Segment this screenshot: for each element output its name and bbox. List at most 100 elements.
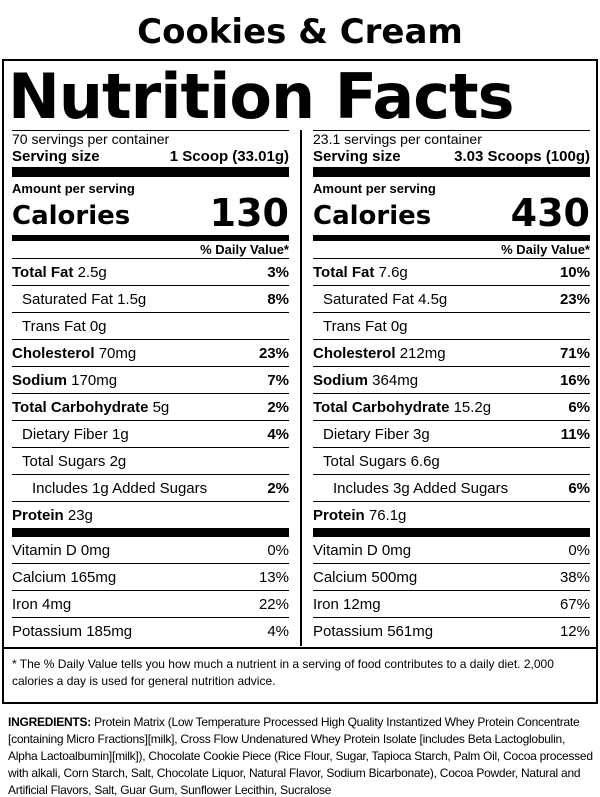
nutrient-name: Protein xyxy=(313,507,365,524)
medium-rule xyxy=(12,235,289,241)
vitamin-name: Vitamin D xyxy=(313,542,378,559)
nutrient-amount: 1g Added Sugars xyxy=(92,480,208,497)
nutrient-name: Cholesterol xyxy=(313,345,396,362)
nutrient-name: Dietary Fiber xyxy=(323,426,409,443)
nutrient-name: Sodium xyxy=(12,372,67,389)
daily-value-header: % Daily Value* xyxy=(12,241,289,259)
nutrient-amount: 3g xyxy=(413,426,430,443)
vitamin-row-potassium: Potassium 185mg 4% xyxy=(12,618,289,645)
nutrient-row-dietary-fiber: Dietary Fiber 3g 11% xyxy=(313,421,590,448)
calories-label: Calories xyxy=(12,201,131,231)
nutrient-amount: 7.6g xyxy=(378,264,408,281)
vitamin-pct: 12% xyxy=(559,623,590,640)
vitamin-pct: 0% xyxy=(568,542,590,559)
vitamin-amount: 12mg xyxy=(343,596,381,613)
nutrient-name: Saturated Fat xyxy=(22,291,113,308)
vitamin-name: Iron xyxy=(12,596,38,613)
nutrient-name: Includes xyxy=(32,480,88,497)
nutrient-pct: 2% xyxy=(267,480,289,497)
serving-size-row: Serving size 1 Scoop (33.01g) xyxy=(12,147,289,166)
nutrient-name: Dietary Fiber xyxy=(22,426,108,443)
vitamin-name: Vitamin D xyxy=(12,542,77,559)
nutrient-name: Total Sugars xyxy=(323,453,407,470)
vitamin-amount: 500mg xyxy=(371,569,418,586)
nutrient-amount: 5g xyxy=(152,399,170,416)
nutrient-row-total-fat: Total Fat 7.6g 10% xyxy=(313,259,590,286)
nutrient-row-dietary-fiber: Dietary Fiber 1g 4% xyxy=(12,421,289,448)
vitamin-pct: 22% xyxy=(258,596,289,613)
serving-size-row: Serving size 3.03 Scoops (100g) xyxy=(313,147,590,166)
nutrient-amount: 1.5g xyxy=(117,291,147,308)
vitamin-row-vitamin-d: Vitamin D 0mg 0% xyxy=(12,537,289,564)
daily-value-footnote: * The % Daily Value tells you how much a… xyxy=(12,657,554,688)
flavor-title: Cookies & Cream xyxy=(137,12,463,52)
nutrition-facts-title: Nutrition Facts xyxy=(8,60,515,133)
ingredients-text: Protein Matrix (Low Temperature Processe… xyxy=(8,715,593,797)
nutrient-name: Total Carbohydrate xyxy=(12,399,149,416)
vitamin-pct: 67% xyxy=(559,596,590,613)
vitamin-name: Iron xyxy=(313,596,339,613)
nutrient-row-trans-fat: Trans Fat 0g xyxy=(313,313,590,340)
serving-size-value: 1 Scoop (33.01g) xyxy=(169,148,289,165)
nutrient-pct: 23% xyxy=(258,345,289,362)
nutrient-pct: 3% xyxy=(267,264,289,281)
nutrient-amount: 3g Added Sugars xyxy=(393,480,509,497)
vitamin-name: Calcium xyxy=(313,569,368,586)
nutrient-row-total-carbohydrate: Total Carbohydrate 15.2g 6% xyxy=(313,394,590,421)
nutrient-row-trans-fat: Trans Fat 0g xyxy=(12,313,289,340)
daily-value-header: % Daily Value* xyxy=(313,241,590,259)
vitamin-name: Calcium xyxy=(12,569,67,586)
nutrient-row-total-carbohydrate: Total Carbohydrate 5g 2% xyxy=(12,394,289,421)
vitamin-row-potassium: Potassium 561mg 12% xyxy=(313,618,590,645)
nutrient-row-saturated-fat: Saturated Fat 4.5g 23% xyxy=(313,286,590,313)
vitamin-row-calcium: Calcium 500mg 38% xyxy=(313,564,590,591)
calories-label: Calories xyxy=(313,201,432,231)
nutrient-row-cholesterol: Cholesterol 212mg 71% xyxy=(313,340,590,367)
nutrient-name: Total Sugars xyxy=(22,453,106,470)
nutrient-amount: 70mg xyxy=(98,345,137,362)
thick-rule xyxy=(12,167,289,177)
nutrient-amount: 364mg xyxy=(372,372,419,389)
vitamin-pct: 0% xyxy=(267,542,289,559)
thick-rule xyxy=(313,167,590,177)
nutrient-row-total-sugars: Total Sugars 6.6g xyxy=(313,448,590,475)
nutrient-name: Trans Fat xyxy=(22,318,86,335)
nutrient-amount: 76.1g xyxy=(368,507,407,524)
nutrient-amount: 2.5g xyxy=(77,264,107,281)
nutrient-amount: 212mg xyxy=(399,345,446,362)
nutrient-pct: 10% xyxy=(559,264,590,281)
calories-row: Calories 130 xyxy=(12,193,289,233)
ingredients-list: INGREDIENTS: Protein Matrix (Low Tempera… xyxy=(8,714,594,797)
nutrient-row-saturated-fat: Saturated Fat 1.5g 8% xyxy=(12,286,289,313)
nutrient-row-sodium: Sodium 170mg 7% xyxy=(12,367,289,394)
nutrient-pct: 8% xyxy=(267,291,289,308)
nutrient-amount: 2g xyxy=(109,453,127,470)
nutrient-name: Total Carbohydrate xyxy=(313,399,450,416)
nutrient-row-total-sugars: Total Sugars 2g xyxy=(12,448,289,475)
calories-value: 130 xyxy=(209,191,289,235)
ingredients-label: INGREDIENTS: xyxy=(8,715,92,729)
vitamin-pct: 13% xyxy=(258,569,289,586)
vitamin-amount: 165mg xyxy=(70,569,117,586)
nutrient-row-added-sugars: Includes 3g Added Sugars 6% xyxy=(313,475,590,502)
nutrient-name: Saturated Fat xyxy=(323,291,414,308)
vitamin-name: Potassium xyxy=(12,623,83,640)
nutrient-amount: 23g xyxy=(67,507,93,524)
vitamin-amount: 185mg xyxy=(86,623,133,640)
vitamin-row-iron: Iron 12mg 67% xyxy=(313,591,590,618)
serving-size-label: Serving size xyxy=(313,148,401,165)
vitamin-row-vitamin-d: Vitamin D 0mg 0% xyxy=(313,537,590,564)
vitamin-amount: 561mg xyxy=(387,623,434,640)
nutrient-amount: 4.5g xyxy=(418,291,448,308)
nutrient-name: Protein xyxy=(12,507,64,524)
vitamin-pct: 4% xyxy=(267,623,289,640)
nutrient-name: Sodium xyxy=(313,372,368,389)
nutrient-name: Total Fat xyxy=(12,264,74,281)
nutrient-name: Includes xyxy=(333,480,389,497)
vitamin-name: Potassium xyxy=(313,623,384,640)
nutrient-pct: 16% xyxy=(559,372,590,389)
serving-size-label: Serving size xyxy=(12,148,100,165)
nutrient-row-added-sugars: Includes 1g Added Sugars 2% xyxy=(12,475,289,502)
nutrient-name: Total Fat xyxy=(313,264,375,281)
nutrient-row-cholesterol: Cholesterol 70mg 23% xyxy=(12,340,289,367)
